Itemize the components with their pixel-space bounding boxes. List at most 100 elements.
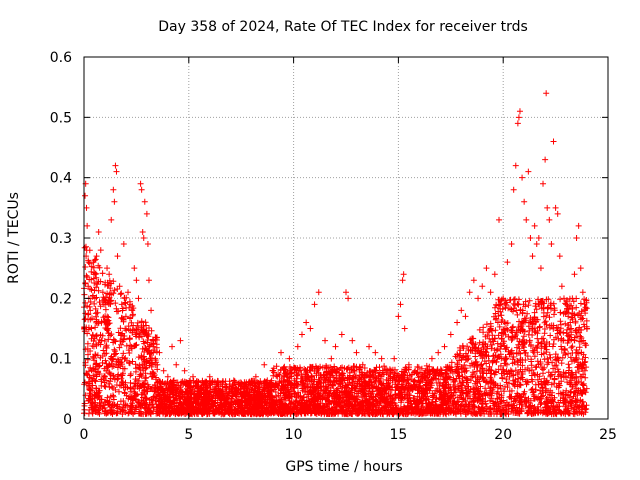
roti-point xyxy=(84,222,91,229)
roti-point xyxy=(129,307,136,314)
roti-point xyxy=(82,192,89,199)
roti-point xyxy=(104,265,111,272)
roti-point xyxy=(116,283,123,290)
roti-point xyxy=(99,289,106,296)
x-tick-label: 0 xyxy=(80,427,89,443)
roti-point xyxy=(278,349,285,356)
x-tick-label: 25 xyxy=(599,427,617,443)
roti-point xyxy=(359,361,366,368)
roti-point xyxy=(244,385,251,392)
x-axis-title: GPS time / hours xyxy=(285,459,402,475)
roti-point xyxy=(378,355,385,362)
roti-point xyxy=(145,277,152,284)
roti-point xyxy=(573,235,580,241)
roti-point xyxy=(353,349,360,356)
roti-point xyxy=(298,331,305,338)
roti-point xyxy=(401,325,408,332)
roti-point xyxy=(125,289,132,296)
roti-point xyxy=(475,295,482,302)
roti-point xyxy=(343,289,349,296)
roti-point xyxy=(152,355,159,362)
roti-point xyxy=(529,253,536,260)
ticks-layer xyxy=(83,56,609,420)
roti-point xyxy=(558,283,565,290)
roti-point xyxy=(569,295,576,302)
roti-point xyxy=(510,186,517,193)
roti-point xyxy=(399,277,406,284)
roti-point xyxy=(127,301,134,308)
roti-point xyxy=(345,295,352,302)
roti-point xyxy=(500,295,507,302)
roti-point xyxy=(412,367,419,374)
roti-point xyxy=(454,319,461,326)
roti-point xyxy=(491,271,498,278)
roti-point xyxy=(521,198,528,205)
roti-point xyxy=(531,222,538,229)
roti-point xyxy=(519,174,526,181)
roti-point xyxy=(269,367,276,374)
roti-point xyxy=(487,289,494,296)
roti-point xyxy=(537,265,544,272)
roti-point xyxy=(462,313,469,320)
roti-point xyxy=(496,216,503,223)
roti-point xyxy=(405,361,412,368)
y-tick-label: 0.3 xyxy=(50,231,72,247)
roti-point xyxy=(202,379,209,386)
roti-point xyxy=(164,373,171,380)
roti-point xyxy=(535,235,542,241)
roti-point xyxy=(95,228,102,235)
y-tick-label: 0.5 xyxy=(50,110,72,126)
roti-point xyxy=(514,120,521,127)
roti-point xyxy=(575,222,582,229)
y-tick-label: 0.4 xyxy=(50,171,72,187)
roti-point xyxy=(366,343,373,350)
roti-point xyxy=(160,367,167,374)
roti-point xyxy=(137,180,144,187)
roti-point xyxy=(542,156,549,163)
roti-point xyxy=(108,216,115,223)
roti-point xyxy=(120,241,127,248)
roti-point xyxy=(88,325,95,332)
roti-point xyxy=(349,337,356,344)
roti-point xyxy=(516,108,523,115)
roti-point xyxy=(118,301,125,308)
roti-point xyxy=(227,385,234,392)
roti-point xyxy=(479,283,486,290)
roti-point xyxy=(447,331,454,338)
roti-point xyxy=(131,265,138,272)
roti-point xyxy=(332,343,339,350)
roti-point xyxy=(546,216,553,223)
roti-point xyxy=(567,319,574,326)
roti-point xyxy=(87,307,94,314)
roti-point xyxy=(141,198,148,205)
roti-point xyxy=(328,355,335,362)
roti-point xyxy=(384,367,391,374)
roti-point xyxy=(548,241,555,248)
roti-point xyxy=(236,379,243,386)
roti-point xyxy=(563,301,570,308)
dense-roti-points xyxy=(81,243,590,418)
roti-point xyxy=(156,349,163,356)
roti-point xyxy=(552,204,559,211)
roti-point xyxy=(148,307,155,314)
x-tick-label: 10 xyxy=(285,427,303,443)
roti-point xyxy=(106,271,113,278)
roti-point xyxy=(135,295,142,302)
roti-point xyxy=(303,319,310,326)
roti-point xyxy=(525,168,532,175)
x-tick-label: 5 xyxy=(184,427,193,443)
y-axis-title: ROTI / TECUs xyxy=(6,192,22,284)
data-points-layer xyxy=(82,90,591,392)
roti-point xyxy=(338,331,345,338)
roti-point xyxy=(261,361,268,368)
roti-point xyxy=(579,289,586,296)
roti-point xyxy=(189,373,196,380)
roti-point xyxy=(101,301,108,308)
roti-point xyxy=(143,210,150,217)
roti-point xyxy=(311,301,318,308)
roti-point xyxy=(114,253,121,260)
roti-point xyxy=(428,355,435,362)
y-tick-label: 0.6 xyxy=(50,50,72,66)
roti-point xyxy=(554,210,561,217)
